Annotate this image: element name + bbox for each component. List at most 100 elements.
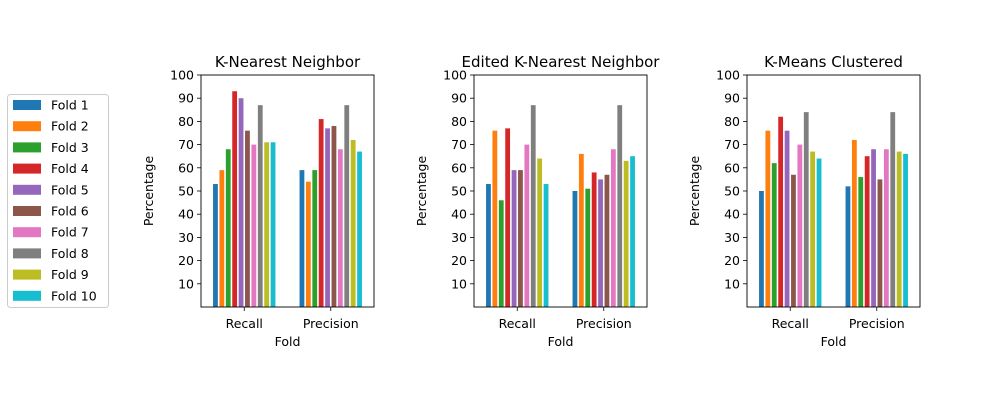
bar-recall-fold-6 (518, 170, 523, 307)
bar-recall-fold-1 (213, 184, 218, 307)
bar-precision-fold-4 (591, 172, 597, 307)
legend-swatch-fold-10 (13, 290, 41, 301)
bar-recall-fold-10 (816, 158, 822, 307)
bar-recall-fold-2 (492, 130, 498, 307)
x-tick-label: Recall (772, 316, 809, 331)
bar-recall-fold-1 (486, 184, 491, 307)
y-tick-label: 60 (178, 160, 194, 175)
y-tick-label: 90 (451, 91, 467, 106)
y-axis-label: Percentage (141, 156, 156, 227)
y-axis-label: Percentage (414, 156, 429, 227)
chart-title: Edited K-Nearest Neighbor (462, 53, 661, 71)
bar-recall-fold-4 (778, 116, 784, 307)
bar-precision-fold-6 (331, 126, 337, 307)
bar-recall-fold-3 (771, 163, 777, 307)
bar-recall-fold-8 (530, 105, 536, 307)
y-tick-label: 20 (724, 253, 740, 268)
bar-precision-fold-5 (325, 128, 330, 307)
legend: Fold 1 Fold 2 Fold 3 Fold 4 Fold 5 Fold 6 Fold… (7, 94, 109, 308)
bar-precision-fold-2 (305, 181, 311, 307)
bar-precision-fold-10 (903, 153, 908, 307)
y-tick-label: 40 (724, 207, 740, 222)
bar-precision-fold-10 (630, 156, 635, 307)
bar-precision-fold-2 (851, 139, 857, 307)
y-tick-label: 10 (724, 276, 740, 291)
legend-label-fold-7: Fold 7 (51, 225, 89, 240)
y-tick-label: 80 (178, 114, 194, 129)
bar-precision-fold-4 (318, 119, 324, 307)
y-tick-label: 90 (178, 91, 194, 106)
x-axis-label: Fold (548, 334, 574, 349)
bar-recall-fold-7 (797, 144, 803, 307)
y-tick-label: 20 (178, 253, 194, 268)
bar-recall-fold-10 (543, 184, 549, 307)
bar-recall-fold-9 (264, 142, 270, 307)
y-tick-label: 50 (451, 184, 467, 199)
bar-precision-fold-3 (858, 177, 864, 307)
legend-swatch-fold-6 (13, 206, 41, 216)
legend-swatch-fold-8 (13, 248, 41, 259)
y-tick-label: 20 (451, 253, 467, 268)
plot-frame (200, 74, 375, 308)
bar-precision-fold-6 (877, 179, 883, 307)
bar-recall-fold-1 (759, 191, 764, 307)
bar-precision-fold-6 (604, 174, 610, 307)
bar-precision-fold-8 (344, 105, 350, 307)
chart-panel-1: K-Nearest Neighbor 10 20 30 40 50 60 70 80 90 100 P… (141, 53, 375, 349)
y-tick-label: 100 (443, 68, 467, 83)
bar-precision-fold-7 (610, 149, 616, 307)
bar-recall-fold-6 (791, 174, 796, 307)
legend-label-fold-8: Fold 8 (51, 246, 89, 261)
bar-precision-fold-3 (585, 188, 591, 307)
bar-recall-fold-3 (498, 200, 504, 307)
bar-precision-fold-5 (871, 149, 876, 307)
legend-swatch-fold-4 (13, 163, 41, 174)
y-tick-label: 100 (170, 68, 194, 83)
bar-recall-fold-8 (257, 105, 263, 307)
bar-precision-fold-7 (337, 149, 343, 307)
y-tick-label: 70 (724, 137, 740, 152)
bar-recall-fold-9 (810, 151, 816, 307)
bar-precision-fold-9 (623, 160, 629, 307)
bar-precision-fold-4 (864, 156, 870, 307)
legend-label-fold-10: Fold 10 (51, 288, 97, 303)
y-tick-label: 70 (451, 137, 467, 152)
bar-recall-fold-5 (238, 98, 244, 307)
y-tick-label: 70 (178, 137, 194, 152)
legend-swatch-fold-7 (13, 227, 41, 238)
bar-recall-fold-3 (225, 149, 231, 307)
legend-swatch-fold-1 (13, 100, 41, 110)
y-tick-label: 80 (451, 114, 467, 129)
legend-swatch-fold-5 (13, 184, 41, 195)
y-tick-label: 30 (178, 230, 194, 245)
legend-swatch-fold-3 (13, 142, 41, 153)
y-tick-label: 40 (451, 207, 467, 222)
y-tick-label: 100 (716, 68, 740, 83)
bar-recall-fold-5 (511, 170, 517, 307)
bar-recall-fold-2 (219, 170, 225, 307)
bar-precision-fold-9 (896, 151, 902, 307)
bar-precision-fold-1 (572, 191, 578, 307)
x-axis-label: Fold (275, 334, 301, 349)
x-tick-label: Recall (226, 316, 263, 331)
legend-label-fold-4: Fold 4 (51, 161, 89, 176)
bar-recall-fold-4 (505, 128, 511, 307)
x-tick-label: Precision (303, 316, 359, 331)
legend-label-fold-1: Fold 1 (51, 98, 89, 113)
chart-title: K-Means Clustered (764, 53, 903, 71)
legend-label-fold-5: Fold 5 (51, 182, 89, 197)
y-tick-label: 10 (178, 276, 194, 291)
bar-precision-fold-10 (357, 151, 362, 307)
bar-recall-fold-7 (251, 144, 257, 307)
bar-recall-fold-9 (537, 158, 543, 307)
legend-label-fold-9: Fold 9 (51, 267, 89, 282)
y-tick-label: 30 (724, 230, 740, 245)
legend-label-fold-3: Fold 3 (51, 140, 89, 155)
y-axis-label: Percentage (687, 156, 702, 227)
bar-precision-fold-1 (299, 170, 305, 307)
legend-swatch-fold-9 (13, 269, 41, 280)
bar-precision-fold-3 (312, 170, 318, 307)
y-tick-label: 60 (724, 160, 740, 175)
y-tick-label: 40 (178, 207, 194, 222)
y-tick-label: 60 (451, 160, 467, 175)
